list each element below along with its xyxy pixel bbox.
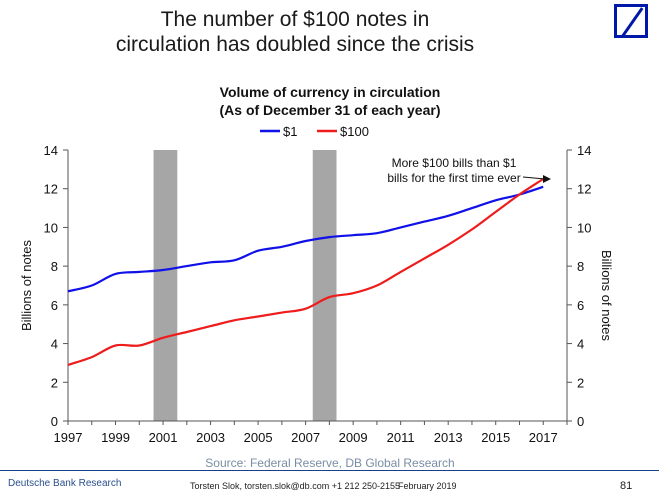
- x-tick-label: 2001: [149, 430, 178, 445]
- footer-rule: [0, 470, 659, 471]
- y-tick-label-left: 2: [51, 375, 58, 390]
- y-tick-label-left: 4: [51, 337, 58, 352]
- y-tick-label-right: 2: [577, 375, 584, 390]
- series-line-hundred-dollar: [67, 178, 544, 366]
- y-tick-label-left: 14: [44, 143, 58, 158]
- x-tick-label: 2013: [434, 430, 463, 445]
- footer-contact: Torsten Slok, torsten.slok@db.com +1 212…: [190, 481, 401, 491]
- x-tick-label: 2011: [387, 430, 415, 445]
- y-tick-label-left: 6: [51, 298, 58, 313]
- footer-brand: Deutsche Bank Research: [8, 478, 122, 489]
- recession-band-2: [312, 150, 337, 421]
- annotation-arrow-head: [543, 175, 551, 183]
- annotation-line-1: More $100 bills than $1: [392, 156, 517, 170]
- annotation-line-2: bills for the first time ever: [387, 171, 520, 185]
- slide-headline-line-2: circulation has doubled since the crisis: [115, 33, 475, 56]
- y-tick-label-right: 4: [577, 337, 584, 352]
- source-note: Source: Federal Reserve, DB Global Resea…: [205, 456, 455, 470]
- y-tick-label-right: 14: [577, 143, 591, 158]
- y-tick-label-left: 10: [44, 220, 58, 235]
- y-tick-label-right: 0: [577, 414, 584, 429]
- x-tick-label: 1997: [54, 430, 83, 445]
- chart-subtitle: (As of December 31 of each year): [219, 102, 441, 118]
- x-tick-label: 2015: [481, 430, 510, 445]
- y-axis-title-right: Billions of notes: [599, 250, 614, 342]
- legend-label-one-dollar: $1: [283, 124, 297, 139]
- y-tick-label-right: 12: [577, 182, 591, 197]
- x-tick-label: 2005: [244, 430, 273, 445]
- deutsche-bank-logo-icon: [614, 4, 648, 38]
- x-tick-label: 2009: [339, 430, 368, 445]
- y-tick-label-right: 10: [577, 220, 591, 235]
- x-tick-label: 2017: [529, 430, 558, 445]
- page-number: 81: [620, 480, 633, 492]
- x-tick-label: 2007: [291, 430, 320, 445]
- y-tick-label-right: 6: [577, 298, 584, 313]
- annotation-arrow-shaft: [522, 176, 546, 180]
- y-tick-label-left: 0: [51, 414, 58, 429]
- legend-label-hundred-dollar: $100: [340, 124, 369, 139]
- footer-date: February 2019: [398, 481, 457, 491]
- line-chart: 0 0 2 2 4 4 6 6 8 8 10 10 12 12 14 14 1997 1999 2001 2003 20…: [19, 124, 614, 445]
- y-axis-title-left: Billions of notes: [19, 239, 34, 331]
- x-tick-label: 1999: [101, 430, 130, 445]
- chart-title: Volume of currency in circulation: [219, 84, 441, 100]
- x-tick-label: 2003: [196, 430, 225, 445]
- recession-band-1: [153, 150, 178, 421]
- y-tick-label-right: 8: [577, 259, 584, 274]
- y-tick-label-left: 8: [51, 259, 58, 274]
- slide-headline-line-1: The number of $100 notes in: [160, 8, 430, 31]
- y-tick-label-left: 12: [44, 182, 58, 197]
- series-line-one-dollar: [67, 185, 544, 293]
